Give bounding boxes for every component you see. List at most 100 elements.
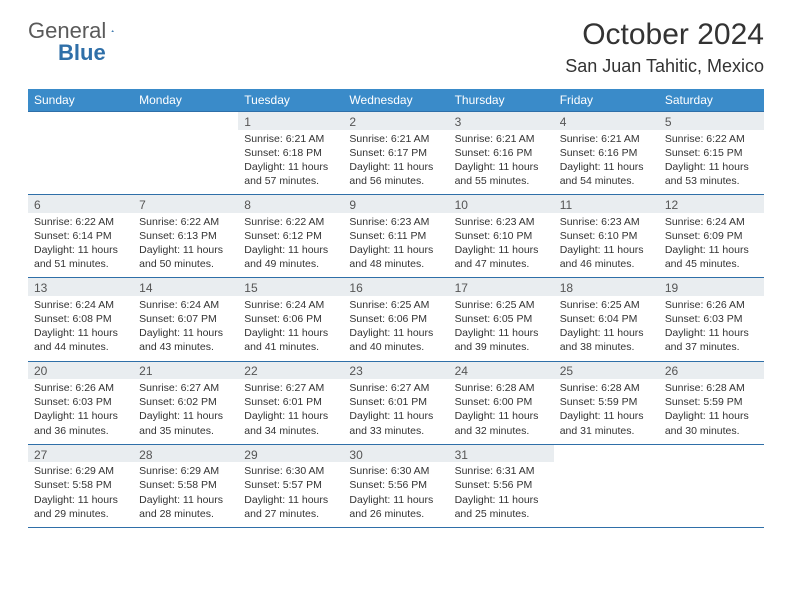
sunset-text: Sunset: 6:07 PM (139, 312, 232, 326)
day-number-cell: 29 (238, 444, 343, 462)
sunrise-text: Sunrise: 6:23 AM (349, 215, 442, 229)
sunrise-text: Sunrise: 6:27 AM (244, 381, 337, 395)
day-detail-cell: Sunrise: 6:24 AMSunset: 6:09 PMDaylight:… (659, 213, 764, 278)
day-number-cell: 27 (28, 444, 133, 462)
day-detail-cell: Sunrise: 6:22 AMSunset: 6:13 PMDaylight:… (133, 213, 238, 278)
sunset-text: Sunset: 6:10 PM (560, 229, 653, 243)
daylight-text: Daylight: 11 hours and 54 minutes. (560, 160, 653, 188)
day-detail-cell: Sunrise: 6:29 AMSunset: 5:58 PMDaylight:… (133, 462, 238, 527)
daylight-text: Daylight: 11 hours and 28 minutes. (139, 493, 232, 521)
dayhead-wed: Wednesday (343, 89, 448, 112)
sunrise-text: Sunrise: 6:21 AM (349, 132, 442, 146)
sunset-text: Sunset: 6:16 PM (560, 146, 653, 160)
day-detail-cell: Sunrise: 6:25 AMSunset: 6:06 PMDaylight:… (343, 296, 448, 361)
daylight-text: Daylight: 11 hours and 44 minutes. (34, 326, 127, 354)
day-detail-cell: Sunrise: 6:29 AMSunset: 5:58 PMDaylight:… (28, 462, 133, 527)
day-number-cell (28, 112, 133, 130)
day-detail-cell: Sunrise: 6:25 AMSunset: 6:04 PMDaylight:… (554, 296, 659, 361)
day-number-cell: 9 (343, 195, 448, 213)
day-number-cell: 7 (133, 195, 238, 213)
week-detail-row: Sunrise: 6:29 AMSunset: 5:58 PMDaylight:… (28, 462, 764, 527)
location: San Juan Tahitic, Mexico (565, 56, 764, 77)
day-detail-cell: Sunrise: 6:25 AMSunset: 6:05 PMDaylight:… (449, 296, 554, 361)
sunrise-text: Sunrise: 6:24 AM (139, 298, 232, 312)
sunrise-text: Sunrise: 6:25 AM (560, 298, 653, 312)
dayhead-sat: Saturday (659, 89, 764, 112)
day-number-cell (133, 112, 238, 130)
sunrise-text: Sunrise: 6:22 AM (139, 215, 232, 229)
daylight-text: Daylight: 11 hours and 43 minutes. (139, 326, 232, 354)
day-number-cell: 5 (659, 112, 764, 130)
month-title: October 2024 (565, 18, 764, 52)
day-detail-cell: Sunrise: 6:21 AMSunset: 6:16 PMDaylight:… (449, 130, 554, 195)
day-number-cell: 20 (28, 361, 133, 379)
sunset-text: Sunset: 6:01 PM (244, 395, 337, 409)
sunset-text: Sunset: 5:56 PM (455, 478, 548, 492)
day-number-cell: 13 (28, 278, 133, 296)
title-block: October 2024 San Juan Tahitic, Mexico (565, 18, 764, 77)
day-number-cell: 3 (449, 112, 554, 130)
sunrise-text: Sunrise: 6:23 AM (560, 215, 653, 229)
daylight-text: Daylight: 11 hours and 30 minutes. (665, 409, 758, 437)
day-detail-cell: Sunrise: 6:27 AMSunset: 6:01 PMDaylight:… (343, 379, 448, 444)
week-number-row: 20212223242526 (28, 361, 764, 379)
sunrise-text: Sunrise: 6:21 AM (244, 132, 337, 146)
week-detail-row: Sunrise: 6:21 AMSunset: 6:18 PMDaylight:… (28, 130, 764, 195)
day-number-cell: 4 (554, 112, 659, 130)
day-detail-cell (659, 462, 764, 527)
day-number-cell: 25 (554, 361, 659, 379)
day-header-row: Sunday Monday Tuesday Wednesday Thursday… (28, 89, 764, 112)
daylight-text: Daylight: 11 hours and 51 minutes. (34, 243, 127, 271)
day-detail-cell (554, 462, 659, 527)
day-detail-cell: Sunrise: 6:24 AMSunset: 6:06 PMDaylight:… (238, 296, 343, 361)
day-number-cell: 23 (343, 361, 448, 379)
daylight-text: Daylight: 11 hours and 40 minutes. (349, 326, 442, 354)
sunset-text: Sunset: 6:17 PM (349, 146, 442, 160)
daylight-text: Daylight: 11 hours and 57 minutes. (244, 160, 337, 188)
week-number-row: 2728293031 (28, 444, 764, 462)
sunrise-text: Sunrise: 6:25 AM (349, 298, 442, 312)
sunrise-text: Sunrise: 6:30 AM (349, 464, 442, 478)
sunset-text: Sunset: 5:56 PM (349, 478, 442, 492)
daylight-text: Daylight: 11 hours and 29 minutes. (34, 493, 127, 521)
sunset-text: Sunset: 6:18 PM (244, 146, 337, 160)
sunrise-text: Sunrise: 6:29 AM (139, 464, 232, 478)
day-number-cell: 11 (554, 195, 659, 213)
sunrise-text: Sunrise: 6:24 AM (665, 215, 758, 229)
daylight-text: Daylight: 11 hours and 50 minutes. (139, 243, 232, 271)
sunrise-text: Sunrise: 6:26 AM (665, 298, 758, 312)
sunset-text: Sunset: 5:57 PM (244, 478, 337, 492)
day-detail-cell: Sunrise: 6:28 AMSunset: 5:59 PMDaylight:… (659, 379, 764, 444)
sunset-text: Sunset: 5:59 PM (560, 395, 653, 409)
day-number-cell: 30 (343, 444, 448, 462)
week-number-row: 13141516171819 (28, 278, 764, 296)
sunset-text: Sunset: 6:02 PM (139, 395, 232, 409)
sunrise-text: Sunrise: 6:22 AM (34, 215, 127, 229)
daylight-text: Daylight: 11 hours and 49 minutes. (244, 243, 337, 271)
sunset-text: Sunset: 6:03 PM (34, 395, 127, 409)
sunset-text: Sunset: 6:06 PM (244, 312, 337, 326)
day-number-cell: 19 (659, 278, 764, 296)
week-detail-row: Sunrise: 6:22 AMSunset: 6:14 PMDaylight:… (28, 213, 764, 278)
day-detail-cell: Sunrise: 6:21 AMSunset: 6:17 PMDaylight:… (343, 130, 448, 195)
sunrise-text: Sunrise: 6:28 AM (455, 381, 548, 395)
daylight-text: Daylight: 11 hours and 41 minutes. (244, 326, 337, 354)
day-number-cell: 2 (343, 112, 448, 130)
day-detail-cell: Sunrise: 6:26 AMSunset: 6:03 PMDaylight:… (28, 379, 133, 444)
day-number-cell: 14 (133, 278, 238, 296)
day-number-cell: 10 (449, 195, 554, 213)
sunrise-text: Sunrise: 6:26 AM (34, 381, 127, 395)
daylight-text: Daylight: 11 hours and 34 minutes. (244, 409, 337, 437)
sunset-text: Sunset: 5:58 PM (139, 478, 232, 492)
day-detail-cell: Sunrise: 6:26 AMSunset: 6:03 PMDaylight:… (659, 296, 764, 361)
sunset-text: Sunset: 6:10 PM (455, 229, 548, 243)
daylight-text: Daylight: 11 hours and 47 minutes. (455, 243, 548, 271)
day-detail-cell: Sunrise: 6:31 AMSunset: 5:56 PMDaylight:… (449, 462, 554, 527)
daylight-text: Daylight: 11 hours and 45 minutes. (665, 243, 758, 271)
daylight-text: Daylight: 11 hours and 27 minutes. (244, 493, 337, 521)
week-number-row: 6789101112 (28, 195, 764, 213)
logo-blue-word: Blue (58, 40, 106, 66)
sunrise-text: Sunrise: 6:21 AM (560, 132, 653, 146)
sunset-text: Sunset: 6:06 PM (349, 312, 442, 326)
day-number-cell: 17 (449, 278, 554, 296)
